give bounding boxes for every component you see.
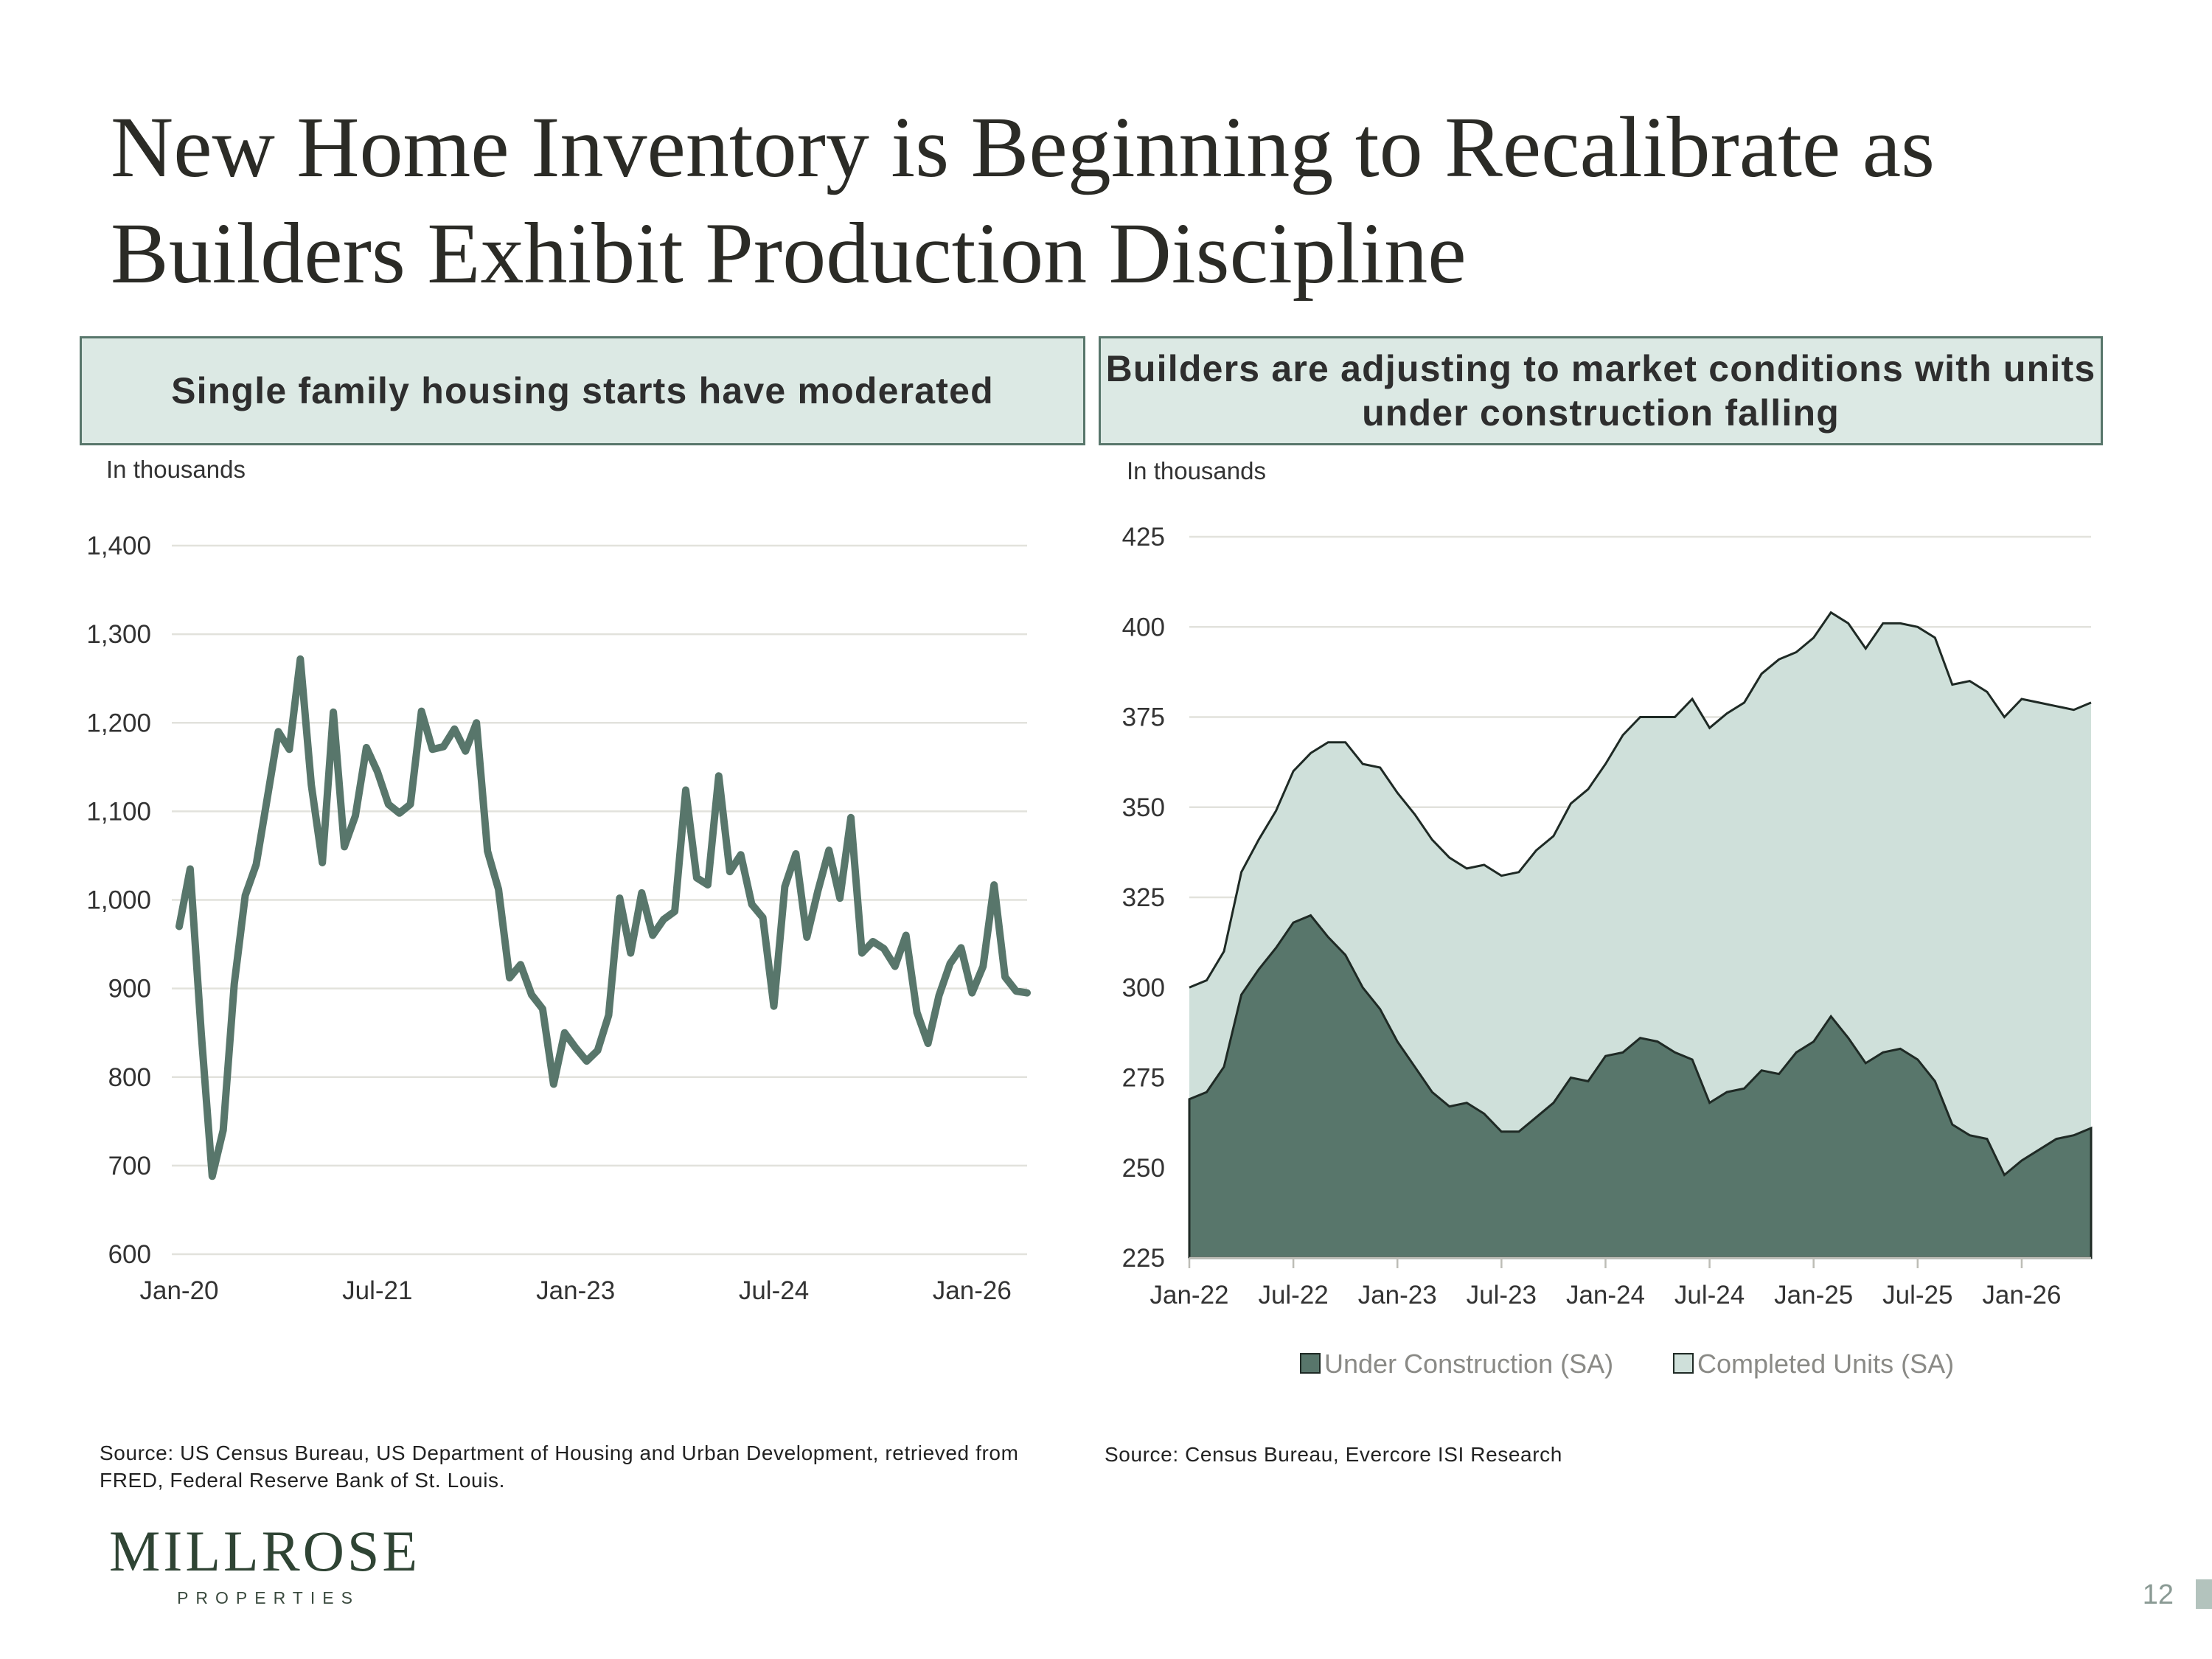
y-tick-label: 1,000 [86, 886, 151, 915]
y-tick-label: 350 [1122, 793, 1165, 822]
y-tick-label: 1,400 [86, 532, 151, 560]
x-tick-label: Jan-26 [933, 1276, 1012, 1305]
legend-swatch-completed-units [1673, 1353, 1694, 1374]
legend-label-under-construction: Under Construction (SA) [1324, 1349, 1613, 1379]
x-tick-label: Jul-24 [739, 1276, 809, 1305]
housing-starts-series-line [175, 655, 1031, 1180]
page-title: New Home Inventory is Beginning to Recal… [111, 99, 1935, 302]
left-unit-label: In thousands [106, 456, 246, 483]
x-tick-label: Jan-26 [1982, 1281, 2061, 1310]
page-marker [2196, 1579, 2212, 1609]
x-tick-label: Jan-20 [139, 1276, 218, 1305]
legend-label-completed-units: Completed Units (SA) [1697, 1349, 1954, 1379]
x-tick-label: Jan-24 [1566, 1281, 1645, 1310]
right-panel-header: Builders are adjusting to market conditi… [1099, 336, 2103, 445]
left-panel-header: Single family housing starts have modera… [80, 336, 1085, 445]
page-number: 12 [2142, 1579, 2174, 1610]
y-tick-label: 1,200 [86, 709, 151, 737]
right-panel-header-text: Builders are adjusting to market conditi… [1105, 348, 2096, 434]
x-tick-label: Jul-23 [1467, 1281, 1537, 1310]
x-tick-label: Jul-24 [1674, 1281, 1745, 1310]
x-tick-label: Jan-23 [1358, 1281, 1437, 1310]
y-tick-label: 1,300 [86, 620, 151, 649]
y-tick-label: 300 [1122, 973, 1165, 1002]
company-logo: MILLROSE PROPERTIES [109, 1519, 420, 1608]
y-tick-label: 325 [1122, 883, 1165, 912]
y-tick-label: 1,100 [86, 797, 151, 826]
y-tick-label: 800 [108, 1063, 151, 1092]
y-tick-label: 425 [1122, 523, 1165, 552]
x-tick-label: Jan-25 [1774, 1281, 1853, 1310]
y-tick-label: 275 [1122, 1064, 1165, 1093]
x-tick-label: Jan-23 [536, 1276, 615, 1305]
completed-units-outline [1189, 611, 2092, 989]
y-tick-label: 375 [1122, 703, 1165, 732]
x-tick-label: Jul-25 [1882, 1281, 1952, 1310]
y-tick-label: 225 [1122, 1244, 1165, 1273]
y-tick-label: 900 [108, 975, 151, 1004]
logo-wordmark: MILLROSE [109, 1519, 420, 1583]
y-tick-label: 600 [108, 1240, 151, 1269]
left-panel-header-text: Single family housing starts have modera… [171, 370, 994, 411]
y-tick-label: 250 [1122, 1154, 1165, 1183]
y-tick-label: 700 [108, 1152, 151, 1180]
y-tick-label: 400 [1122, 613, 1165, 641]
x-tick-label: Jul-22 [1258, 1281, 1328, 1310]
right-source-note: Source: Census Bureau, Evercore ISI Rese… [1105, 1443, 1562, 1466]
x-tick-label: Jan-22 [1150, 1281, 1228, 1310]
legend-swatch-under-construction [1300, 1353, 1321, 1374]
x-tick-label: Jul-21 [342, 1276, 412, 1305]
logo-subtitle: PROPERTIES [177, 1588, 360, 1607]
left-source-note: Source: US Census Bureau, US Department … [100, 1441, 1019, 1492]
right-unit-label: In thousands [1127, 457, 1266, 484]
under-construction-area [1188, 914, 2093, 1259]
